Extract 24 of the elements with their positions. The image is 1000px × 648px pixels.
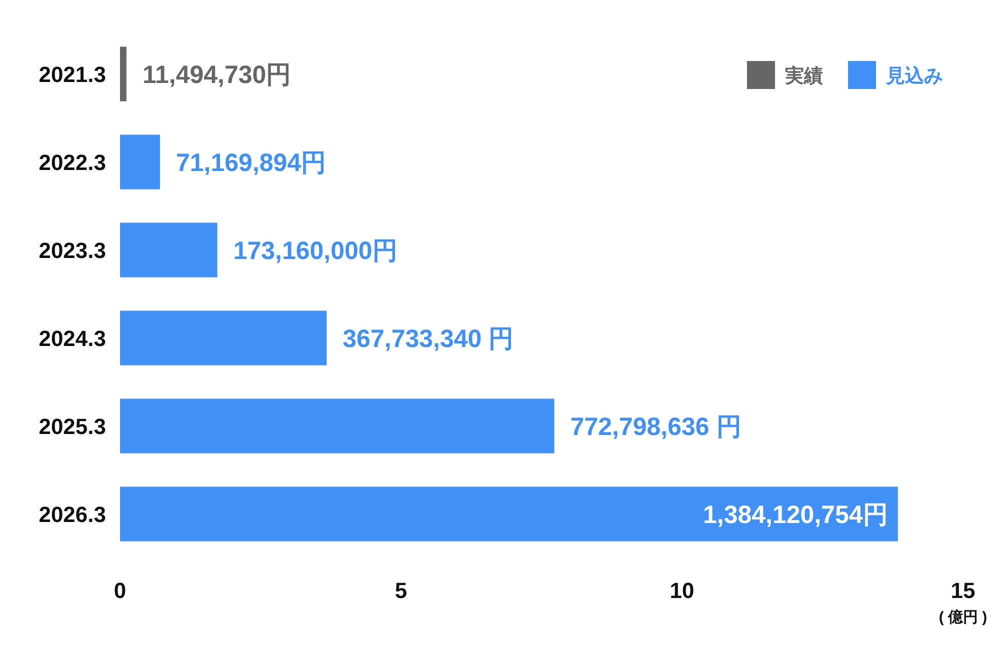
bar	[120, 486, 898, 542]
y-tick-label: 2026.3	[38, 502, 106, 527]
bar	[120, 398, 554, 454]
bar	[120, 222, 218, 278]
annotation: 1,384,120,754円	[702, 501, 888, 529]
y-tick-label: 2021.3	[38, 62, 106, 87]
annotation: 173,160,000円	[233, 237, 398, 265]
annotation: 71,169,894円	[176, 149, 326, 177]
x-tick-label: 15	[950, 578, 976, 603]
legend-label: 実績	[784, 65, 823, 87]
x-tick-label: 10	[670, 578, 694, 603]
x-tick-label: 0	[114, 578, 126, 603]
annotation: 772,798,636 円	[570, 413, 742, 441]
legend-label: 見込み	[885, 65, 943, 87]
x-axis-title: ( 億円 )	[938, 609, 988, 626]
y-tick-label: 2023.3	[38, 238, 106, 263]
annotation: 367,733,340 円	[342, 325, 514, 353]
y-tick-label: 2022.3	[38, 150, 106, 175]
x-tick-label: 5	[394, 578, 408, 603]
y-tick-label: 2025.3	[38, 414, 106, 439]
y-tick-label: 2024.3	[38, 326, 106, 351]
annotation: 11,494,730円	[142, 61, 292, 89]
bar	[120, 310, 327, 366]
bar	[120, 134, 160, 190]
